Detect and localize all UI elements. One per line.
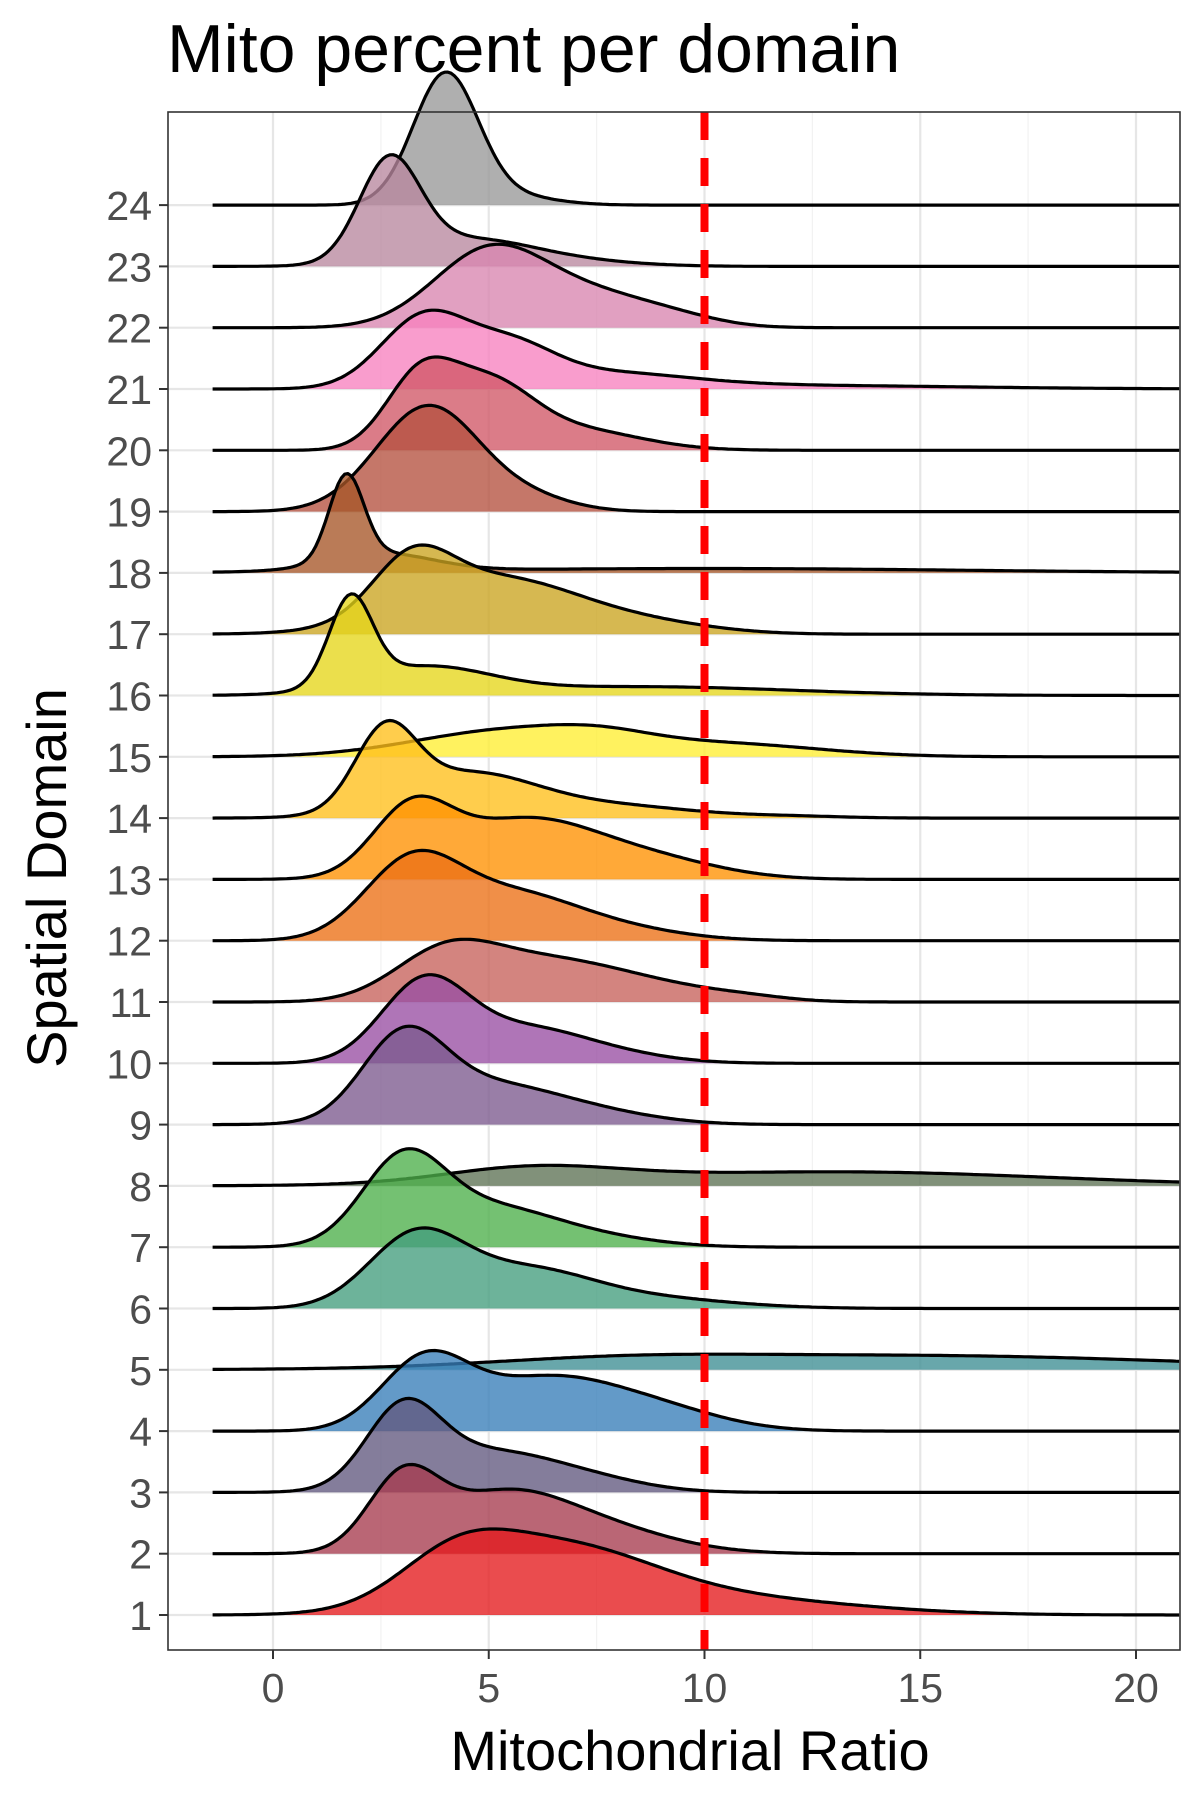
ridge-line-5 (212, 1352, 1180, 1371)
ridge-line-12 (212, 848, 1180, 943)
y-tick-label: 4 (129, 1409, 152, 1455)
y-tick-label: 9 (129, 1103, 152, 1149)
ridge-fill-1 (212, 1529, 1180, 1615)
x-tick-label: 20 (1113, 1665, 1159, 1711)
ridge-line-19 (212, 403, 1180, 514)
x-tick-label: 0 (262, 1665, 285, 1711)
y-tick-label: 23 (106, 244, 152, 290)
ridge-fill-18 (212, 473, 1180, 573)
ridge-fill-16 (212, 593, 1180, 696)
ridge-line-21 (212, 308, 1180, 391)
ridge-line-2 (212, 1462, 1180, 1556)
y-axis-title: Spatial Domain (15, 688, 78, 1068)
ridge-line-23 (212, 153, 1180, 268)
ridge-fill-3 (212, 1398, 1180, 1493)
ridge-line-7 (212, 1147, 1180, 1249)
y-tick-label: 1 (129, 1593, 152, 1639)
ridge-fill-4 (212, 1350, 1180, 1432)
y-tick-label: 7 (129, 1225, 152, 1271)
ridge-line-14 (212, 718, 1180, 820)
chart-title: Mito percent per domain (167, 11, 900, 87)
y-tick-label: 18 (106, 551, 152, 597)
ridge-line-6 (212, 1226, 1180, 1311)
ridge-fill-13 (212, 796, 1180, 880)
ridge-line-11 (212, 937, 1180, 1004)
ridge-fill-24 (212, 72, 1180, 206)
y-tick-label: 8 (129, 1164, 152, 1210)
y-tick-label: 24 (106, 183, 152, 229)
ridge-line-9 (212, 1024, 1180, 1127)
y-tick-label: 2 (129, 1532, 152, 1578)
x-axis-ticks: 0 5 10 15 20 (262, 1650, 1159, 1711)
y-tick-label: 17 (106, 612, 152, 658)
ridge-series (212, 70, 1180, 1617)
ridge-line-20 (212, 355, 1180, 452)
ridge-line-13 (212, 794, 1180, 881)
ridge-fill-9 (212, 1026, 1180, 1125)
y-tick-label: 12 (106, 919, 152, 965)
y-tick-label: 10 (106, 1041, 152, 1087)
ridge-fill-7 (212, 1148, 1180, 1248)
y-tick-label: 3 (129, 1470, 152, 1516)
ridge-line-10 (212, 973, 1180, 1065)
ridge-fill-23 (212, 154, 1180, 267)
ridge-line-1 (212, 1527, 1180, 1617)
y-tick-label: 5 (129, 1348, 152, 1394)
panel-border-group (167, 111, 1181, 1651)
ridge-line-22 (212, 242, 1180, 330)
x-tick-label: 5 (477, 1665, 500, 1711)
ridge-fill-12 (212, 850, 1180, 941)
y-tick-label: 16 (106, 674, 152, 720)
ridge-fill-6 (212, 1227, 1180, 1309)
ridge-fill-19 (212, 405, 1180, 512)
y-tick-label: 19 (106, 490, 152, 536)
ridge-fill-17 (212, 545, 1180, 635)
y-tick-label: 20 (106, 428, 152, 474)
y-tick-label: 22 (106, 306, 152, 352)
x-tick-label: 15 (897, 1665, 943, 1711)
ridge-line-17 (212, 543, 1180, 636)
ridge-line-3 (212, 1396, 1180, 1494)
x-axis-title: Mitochondrial Ratio (450, 1719, 929, 1782)
ridge-fill-10 (212, 974, 1180, 1064)
y-tick-label: 11 (109, 980, 152, 1026)
ridge-line-4 (212, 1348, 1180, 1433)
y-tick-label: 13 (106, 857, 152, 903)
ridge-fill-22 (212, 244, 1180, 328)
ridge-fill-14 (212, 720, 1180, 819)
y-tick-label: 15 (106, 735, 152, 781)
x-tick-label: 10 (682, 1665, 728, 1711)
ridge-line-18 (212, 472, 1180, 574)
y-tick-label: 14 (106, 796, 152, 842)
y-tick-label: 6 (129, 1287, 152, 1333)
ridge-line-16 (212, 592, 1180, 698)
panel-border (167, 111, 1181, 1651)
y-tick-label: 21 (106, 367, 152, 413)
